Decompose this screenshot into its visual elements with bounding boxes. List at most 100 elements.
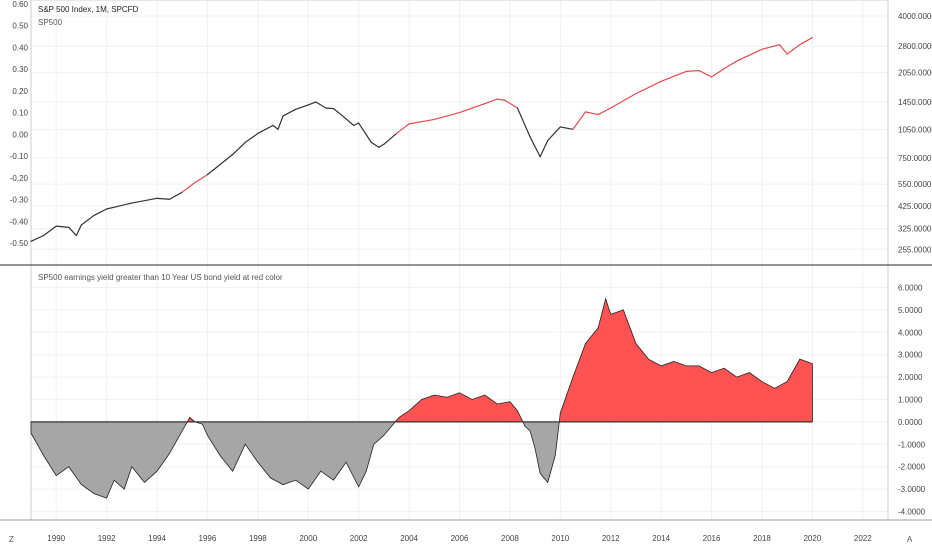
price-line-segment: [75, 224, 83, 237]
price-line-segment: [131, 197, 158, 204]
left-tick-label: 0.60: [12, 0, 28, 9]
right-tick-label: 425.0000: [898, 202, 932, 211]
price-line-segment: [496, 98, 506, 101]
x-tick-label: 2004: [400, 534, 418, 543]
right-tick-label: 325.0000: [898, 225, 932, 234]
spread-plot[interactable]: [30, 297, 813, 499]
right-tick-label: 0.0000: [898, 418, 923, 427]
price-line-segment: [786, 44, 801, 55]
left-tick-label: -0.30: [10, 196, 29, 205]
left-tick-label: -0.20: [10, 174, 29, 183]
right-tick-label: 4.0000: [898, 328, 923, 337]
x-tick-label: 2014: [652, 534, 670, 543]
price-line-segment: [685, 69, 700, 72]
x-tick-label: 2016: [703, 534, 721, 543]
x-axis: 1990 1992 1994 1996 1998 2000 2002 2004 2006 2008…: [47, 534, 872, 543]
auto-scale-button-right[interactable]: A: [907, 535, 913, 544]
price-line-segment: [30, 234, 45, 242]
right-tick-label: -2.0000: [898, 463, 926, 472]
x-tick-label: 2000: [299, 534, 317, 543]
price-line-segment: [181, 181, 196, 193]
area-negative: [522, 421, 560, 484]
price-line-segment: [325, 107, 335, 110]
right-tick-label: 1.0000: [898, 396, 923, 405]
price-line-segment: [257, 124, 274, 135]
right-tick-label: 6.0000: [898, 283, 923, 292]
price-line-segment: [340, 113, 355, 126]
x-tick-label: 2008: [501, 534, 519, 543]
price-line-segment: [504, 99, 519, 109]
left-tick-label: 0.20: [12, 87, 28, 96]
x-tick-label: 2002: [350, 534, 368, 543]
top-panel-title: S&P 500 Index, 1M, SPCFD: [38, 5, 139, 14]
x-tick-label: 1994: [148, 534, 166, 543]
right-tick-label: 550.0000: [898, 180, 932, 189]
x-tick-label: 2018: [753, 534, 771, 543]
price-line-segment: [43, 225, 57, 237]
price-line-segment: [547, 126, 561, 142]
price-line-segment: [272, 124, 279, 130]
price-line-segment: [572, 111, 587, 130]
price-line-segment: [710, 67, 725, 78]
left-tick-label: 0.30: [12, 65, 28, 74]
area-positive: [394, 392, 524, 423]
price-line-segment: [194, 174, 209, 184]
price-line-segment: [799, 36, 813, 46]
price-line-segment: [370, 141, 380, 148]
price-line-segment: [206, 153, 234, 176]
price-line-segment: [68, 226, 77, 237]
right-tick-label: 4000.0000: [898, 12, 932, 21]
x-tick-label: 2022: [854, 534, 872, 543]
price-line-segment: [516, 107, 531, 138]
left-tick-label: -0.50: [10, 239, 29, 248]
left-axis: 0.60 0.50 0.40 0.30 0.20 0.10 0.00 -0.10 -0.20 -0…: [10, 0, 29, 248]
price-line-segment: [378, 143, 385, 148]
price-line-segment: [458, 103, 486, 114]
price-line-segment: [723, 60, 738, 70]
right-tick-label: 255.0000: [898, 245, 932, 254]
price-line-segment: [106, 202, 133, 210]
right-tick-label: -3.0000: [898, 485, 926, 494]
left-tick-label: 0.00: [12, 130, 28, 139]
price-line-segment: [332, 108, 342, 116]
x-tick-label: 1996: [199, 534, 217, 543]
price-line-segment: [358, 122, 372, 143]
price-line-segment: [383, 132, 398, 145]
x-tick-label: 1990: [47, 534, 65, 543]
price-line-segment: [395, 123, 410, 135]
auto-scale-button-left[interactable]: Z: [9, 535, 14, 544]
grid-lines: [31, 0, 888, 520]
right-axis-top: 4000.0000 2800.0000 2050.0000 1450.0000 1050…: [898, 12, 932, 254]
right-axis-bottom: 6.0000 5.0000 4.0000 3.0000 2.0000 1.0000 0.00…: [898, 283, 926, 516]
price-line-segment: [484, 98, 498, 105]
price-line-segment: [698, 69, 713, 78]
area-negative: [194, 421, 397, 490]
right-tick-label: 2800.0000: [898, 42, 932, 51]
price-line-segment: [277, 115, 284, 130]
price-line-segment: [660, 70, 687, 82]
right-tick-label: 1450.0000: [898, 98, 932, 107]
right-tick-label: 2.0000: [898, 373, 923, 382]
price-plot[interactable]: [30, 36, 813, 242]
left-tick-label: 0.40: [12, 43, 28, 52]
price-line-segment: [169, 191, 183, 200]
price-line-segment: [232, 141, 246, 156]
top-panel-series-label: SP500: [38, 18, 63, 27]
price-line-segment: [584, 111, 599, 116]
price-line-segment: [307, 101, 317, 106]
area-negative: [30, 421, 188, 499]
price-line-segment: [539, 139, 549, 158]
left-tick-label: -0.40: [10, 217, 29, 226]
x-tick-label: 2012: [602, 534, 620, 543]
price-line-segment: [353, 122, 360, 126]
right-tick-label: 1050.0000: [898, 125, 932, 134]
x-tick-label: 2020: [803, 534, 821, 543]
price-line-segment: [295, 104, 309, 110]
price-line-segment: [55, 225, 70, 229]
price-line-segment: [156, 197, 171, 200]
right-tick-label: 750.0000: [898, 154, 932, 163]
price-line-segment: [761, 44, 781, 50]
left-tick-label: 0.50: [12, 22, 28, 31]
right-tick-label: 5.0000: [898, 306, 923, 315]
